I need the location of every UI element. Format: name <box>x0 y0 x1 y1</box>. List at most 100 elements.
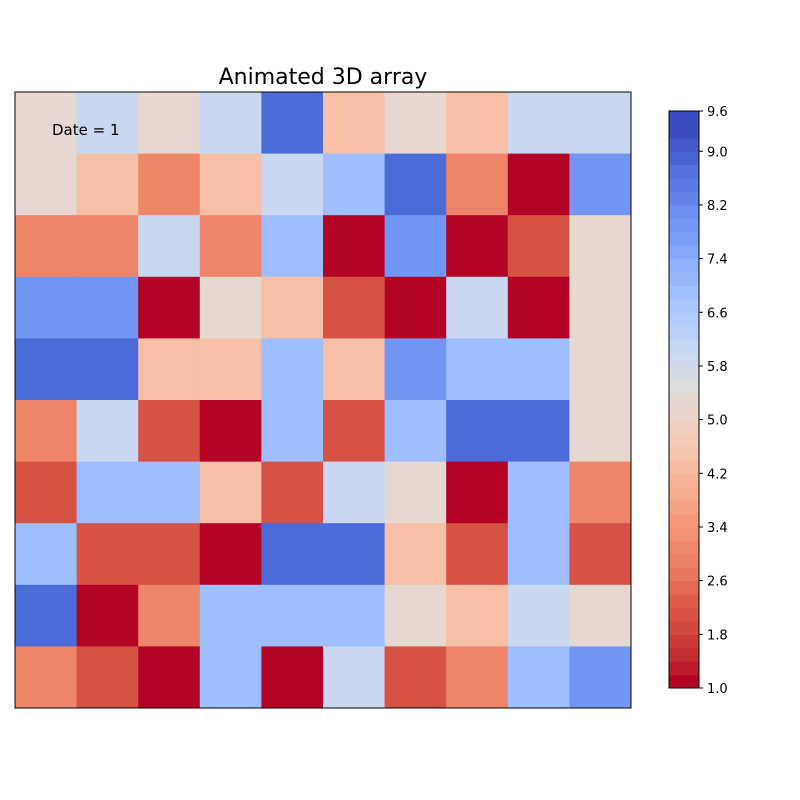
heatmap-cell <box>199 400 262 463</box>
colorbar-band <box>669 379 699 394</box>
heatmap-cell <box>507 153 570 216</box>
colorbar-band <box>669 111 699 125</box>
heatmap-cell <box>261 215 324 278</box>
heatmap-cell <box>446 584 509 647</box>
colorbar-band <box>669 339 699 354</box>
colorbar-band <box>669 500 699 515</box>
heatmap-cell <box>384 276 447 339</box>
heatmap-cell <box>384 92 447 155</box>
colorbar-band <box>669 406 699 421</box>
colorbar-band <box>669 204 699 219</box>
heatmap-cell <box>507 584 570 647</box>
colorbar-band <box>669 178 699 193</box>
heatmap-cell <box>199 276 262 339</box>
colorbar-tick-label: 5.8 <box>707 360 728 375</box>
heatmap-cell <box>15 215 78 278</box>
heatmap-cell <box>261 92 324 155</box>
heatmap-cell <box>446 153 509 216</box>
heatmap-cell <box>323 584 386 647</box>
heatmap-cell <box>15 461 78 524</box>
colorbar-band <box>669 486 699 501</box>
colorbar-tick-label: 9.0 <box>707 145 728 160</box>
colorbar-band <box>669 634 699 649</box>
heatmap-cell <box>569 276 632 339</box>
heatmap-cell <box>446 92 509 155</box>
heatmap-cell <box>138 153 201 216</box>
colorbar-tick-label: 1.8 <box>707 628 728 643</box>
heatmap-cell <box>76 153 139 216</box>
heatmap-cell <box>507 523 570 586</box>
colorbar-band <box>669 218 699 233</box>
heatmap-cell <box>76 584 139 647</box>
heatmap-grid <box>15 92 632 709</box>
heatmap-cell <box>138 276 201 339</box>
colorbar-band <box>669 419 699 434</box>
colorbar-band <box>669 473 699 488</box>
heatmap-cell <box>323 92 386 155</box>
colorbar-band <box>669 567 699 582</box>
colorbar-band <box>669 513 699 528</box>
heatmap-cell <box>384 461 447 524</box>
heatmap-cell <box>569 400 632 463</box>
colorbar-band <box>669 459 699 474</box>
colorbar-tick-label: 8.2 <box>707 199 728 214</box>
colorbar-band <box>669 285 699 300</box>
heatmap-cell <box>446 276 509 339</box>
colorbar-band <box>669 594 699 608</box>
heatmap-cell <box>199 338 262 401</box>
colorbar-tick-label: 3.4 <box>707 521 728 536</box>
colorbar-band <box>669 540 699 555</box>
heatmap-cell <box>138 92 201 155</box>
plot-frame <box>14 91 632 709</box>
heatmap-cell <box>76 338 139 401</box>
heatmap-cell <box>507 215 570 278</box>
colorbar-band <box>669 661 699 676</box>
heatmap-cell <box>199 646 262 709</box>
colorbar-ticks: 1.0 1.8 2.6 3.4 4.2 5.0 5.8 6.6 7.4 8.2 9.0 9.6 <box>699 105 728 697</box>
heatmap-cell <box>15 646 78 709</box>
heatmap-cell <box>199 153 262 216</box>
heatmap-cell <box>323 461 386 524</box>
colorbar-tick-label: 1.0 <box>707 682 728 697</box>
colorbar-band <box>669 151 699 166</box>
colorbar-band <box>669 647 699 662</box>
colorbar-frame <box>668 110 700 689</box>
heatmap-cell <box>261 400 324 463</box>
colorbar-band <box>669 298 699 313</box>
heatmap-cell <box>138 584 201 647</box>
colorbar-band <box>669 674 699 689</box>
heatmap-cell <box>446 215 509 278</box>
heatmap-cell <box>76 523 139 586</box>
heatmap-cell <box>261 646 324 709</box>
heatmap-cell <box>569 523 632 586</box>
colorbar-tick-label: 6.6 <box>707 306 728 321</box>
heatmap-cell <box>569 646 632 709</box>
colorbar-band <box>669 607 699 622</box>
colorbar-band <box>669 191 699 206</box>
heatmap-cell <box>323 646 386 709</box>
heatmap-cell <box>507 400 570 463</box>
heatmap-cell <box>15 92 78 155</box>
colorbar-band <box>669 526 699 541</box>
colorbar-tick-label: 5.0 <box>707 414 728 429</box>
heatmap-cell <box>569 584 632 647</box>
heatmap-cell <box>261 584 324 647</box>
heatmap-cell <box>199 92 262 155</box>
heatmap-cell <box>261 461 324 524</box>
heatmap-cell <box>15 153 78 216</box>
heatmap-cell <box>76 646 139 709</box>
heatmap-cell <box>507 338 570 401</box>
colorbar-tick-label: 7.4 <box>707 253 728 268</box>
heatmap-cell <box>507 92 570 155</box>
heatmap-cell <box>138 461 201 524</box>
heatmap-cell <box>507 646 570 709</box>
heatmap-cell <box>76 276 139 339</box>
heatmap-cell <box>76 92 139 155</box>
heatmap-cell <box>261 276 324 339</box>
colorbar-band <box>669 258 699 273</box>
colorbar-tick-label: 4.2 <box>707 467 728 482</box>
heatmap-cell <box>384 584 447 647</box>
colorbar-band <box>669 325 699 340</box>
heatmap-cell <box>569 92 632 155</box>
